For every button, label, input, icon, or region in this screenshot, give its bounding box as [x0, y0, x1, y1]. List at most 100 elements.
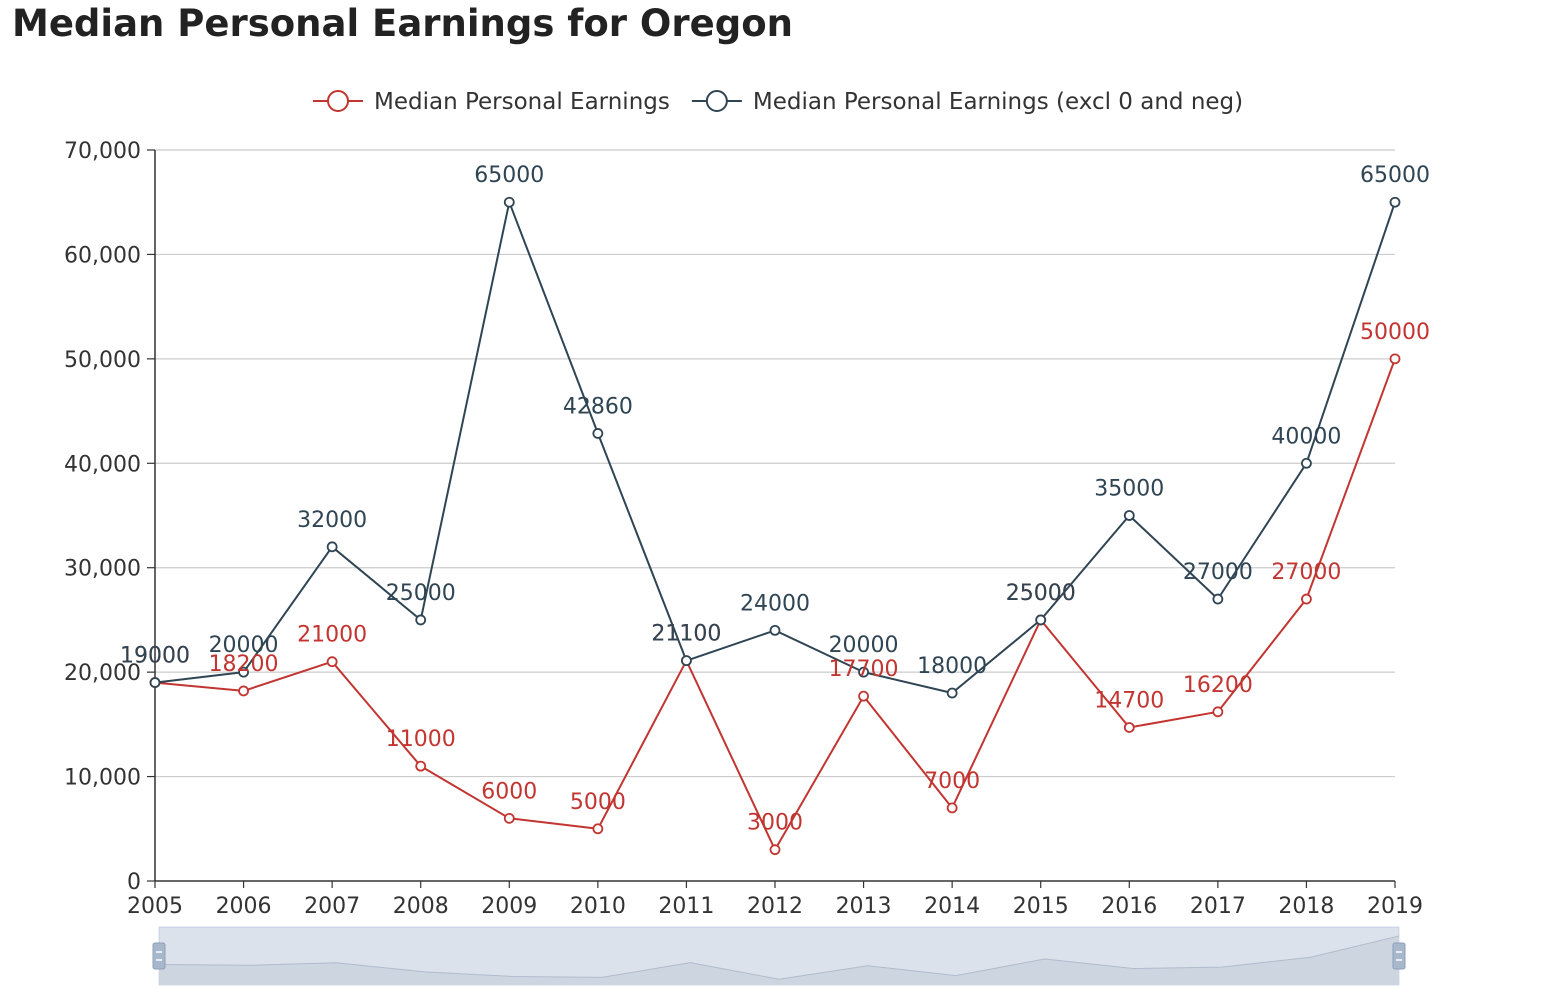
- data-label: 20000: [829, 633, 899, 658]
- y-tick-label: 30,000: [64, 557, 141, 582]
- legend-item-2[interactable]: Median Personal Earnings (excl 0 and neg…: [691, 89, 1243, 115]
- data-label: 24000: [740, 591, 810, 616]
- series-line-2: [154, 201, 1396, 694]
- data-label: 65000: [1360, 163, 1430, 188]
- data-point[interactable]: [1301, 457, 1312, 469]
- data-point[interactable]: [858, 666, 869, 678]
- legend-label: Median Personal Earnings: [374, 89, 670, 115]
- data-label: 21000: [297, 623, 367, 648]
- data-label: 40000: [1271, 424, 1341, 449]
- x-tick-label: 2010: [570, 894, 626, 919]
- legend-item-1[interactable]: Median Personal Earnings: [313, 89, 670, 115]
- data-point[interactable]: [326, 541, 338, 553]
- axes: 0 10,000 20,000 30,000 40,000 50,000 60,000 70,…: [64, 139, 1423, 919]
- legend-marker-icon: [705, 90, 728, 112]
- zoom-handle-left[interactable]: [152, 942, 166, 970]
- data-label: 17700: [829, 657, 899, 682]
- y-tick-label: 10,000: [64, 766, 141, 791]
- data-point[interactable]: [858, 690, 869, 702]
- data-label: 11000: [386, 727, 456, 752]
- data-point[interactable]: [1212, 706, 1224, 718]
- data-point[interactable]: [503, 196, 515, 208]
- x-tick-label: 2014: [924, 894, 980, 919]
- x-tick-label: 2015: [1013, 894, 1069, 919]
- zoom-selected-range[interactable]: [159, 927, 1399, 985]
- data-label: 25000: [1006, 581, 1076, 606]
- zoom-handle-right[interactable]: [1392, 942, 1406, 970]
- data-label: 5000: [570, 790, 626, 815]
- x-tick-label: 2005: [127, 894, 183, 919]
- data-label: 19000: [120, 644, 190, 669]
- data-label: 21100: [651, 622, 721, 647]
- data-label: 16200: [1183, 673, 1253, 698]
- grid-lines: [155, 149, 1395, 778]
- x-tick-label: 2009: [481, 894, 537, 919]
- legend-marker-icon: [327, 90, 349, 112]
- data-point[interactable]: [415, 614, 427, 626]
- data-label: 27000: [1271, 560, 1341, 585]
- y-tick-label: 40,000: [64, 452, 141, 477]
- series-lines: [149, 196, 1401, 856]
- data-point[interactable]: [1123, 722, 1135, 733]
- data-point[interactable]: [592, 823, 604, 835]
- data-label: 19000: [120, 644, 190, 669]
- data-label: 18000: [917, 654, 987, 679]
- zoom-preview-area: [159, 936, 1399, 985]
- data-zoom-slider[interactable]: [152, 926, 1406, 986]
- x-tick-label: 2012: [747, 894, 803, 919]
- x-tick-label: 2006: [216, 894, 272, 919]
- data-point[interactable]: [769, 844, 781, 856]
- x-tick-label: 2017: [1190, 894, 1246, 919]
- data-point[interactable]: [769, 624, 781, 636]
- data-point[interactable]: [1123, 510, 1135, 521]
- data-point[interactable]: [1212, 593, 1224, 605]
- y-tick-label: 20,000: [64, 661, 141, 686]
- y-tick-label: 50,000: [64, 348, 141, 373]
- y-tick-label: 70,000: [64, 139, 141, 164]
- data-point[interactable]: [1301, 593, 1312, 605]
- data-point[interactable]: [415, 760, 427, 772]
- x-tick-label: 2013: [836, 894, 892, 919]
- x-tick-label: 2016: [1101, 894, 1157, 919]
- data-label: 3000: [747, 811, 803, 836]
- zoom-preview-line: [158, 935, 1400, 980]
- data-point[interactable]: [681, 655, 692, 667]
- legend-label: Median Personal Earnings (excl 0 and neg…: [753, 89, 1243, 115]
- data-point[interactable]: [1035, 614, 1047, 626]
- data-label: 42860: [563, 394, 633, 419]
- data-point[interactable]: [946, 802, 958, 814]
- x-tick-label: 2019: [1367, 894, 1423, 919]
- x-tick-label: 2018: [1278, 894, 1334, 919]
- page-title: Median Personal Earnings for Oregon: [12, 2, 793, 45]
- data-point[interactable]: [326, 656, 338, 668]
- data-labels: 19000 18200 21000 11000 6000 5000 21100 3000 177…: [120, 163, 1430, 835]
- y-tick-label: 0: [127, 870, 141, 895]
- data-label: 27000: [1183, 560, 1253, 585]
- data-point[interactable]: [503, 812, 515, 824]
- legend[interactable]: Median Personal Earnings Median Personal …: [313, 89, 1243, 115]
- data-label: 25000: [1006, 581, 1076, 606]
- handle-grip-icon[interactable]: [1392, 942, 1406, 970]
- data-point[interactable]: [1389, 353, 1401, 365]
- data-label: 35000: [1094, 477, 1164, 502]
- x-tick-label: 2011: [658, 894, 714, 919]
- handle-grip-icon[interactable]: [152, 942, 166, 970]
- data-point[interactable]: [592, 428, 604, 439]
- data-label: 21100: [651, 622, 721, 647]
- data-point[interactable]: [238, 666, 249, 678]
- data-point[interactable]: [238, 685, 249, 697]
- data-label: 18200: [209, 652, 279, 677]
- data-label: 7000: [924, 769, 980, 794]
- data-point[interactable]: [149, 677, 161, 688]
- y-tick-label: 60,000: [64, 243, 141, 268]
- data-label: 20000: [209, 633, 279, 658]
- data-point[interactable]: [1389, 196, 1401, 208]
- data-label: 14700: [1094, 688, 1164, 713]
- data-label: 50000: [1360, 320, 1430, 345]
- data-label: 65000: [474, 163, 544, 188]
- data-label: 6000: [481, 779, 537, 804]
- x-tick-label: 2007: [304, 894, 360, 919]
- data-label: 32000: [297, 508, 367, 533]
- data-point[interactable]: [946, 687, 958, 699]
